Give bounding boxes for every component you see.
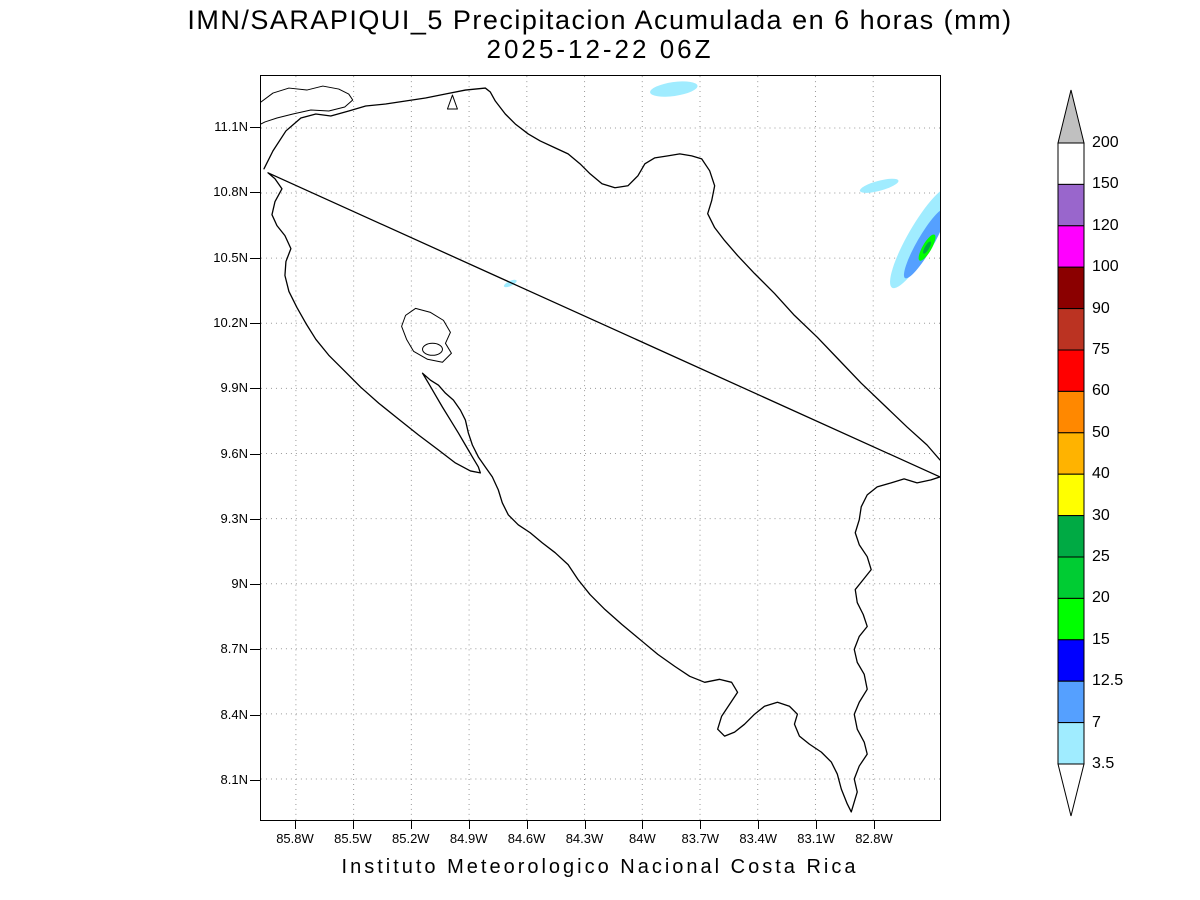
colorbar-segment — [1057, 473, 1085, 517]
lon-tick-label: 85.2W — [392, 831, 430, 846]
lon-tick-mark — [468, 821, 470, 829]
colorbar-segment — [1057, 183, 1085, 227]
colorbar-tick-label: 200 — [1092, 134, 1119, 151]
lat-tick-label: 11.1N — [214, 119, 248, 134]
lat-tick-mark — [250, 780, 260, 781]
colorbar-tick-label: 40 — [1092, 465, 1110, 483]
colorbar-segment — [1057, 639, 1085, 682]
colorbar-tick-label: 50 — [1092, 423, 1110, 441]
lon-tick-mark — [526, 821, 528, 829]
grid-layer — [261, 76, 940, 820]
costa-rica-outline — [263, 87, 941, 813]
lat-tick-label: 9N — [231, 576, 248, 592]
lat-tick-label: 10.5N — [213, 249, 248, 265]
colorbar-tick-label: 25 — [1092, 548, 1110, 565]
lon-tick-mark — [352, 821, 354, 829]
lat-tick-mark — [250, 518, 260, 520]
ometepe-island-icon — [446, 94, 458, 110]
colorbar-segment — [1057, 722, 1085, 765]
lon-tick-mark — [584, 821, 586, 829]
lat-tick-label: 9.3N — [220, 510, 248, 526]
lat-tick-mark — [250, 388, 260, 390]
lon-tick-mark — [700, 821, 702, 829]
colorbar-tick-label: 15 — [1092, 630, 1110, 648]
lat-tick-label: 10.2N — [213, 314, 248, 330]
colorbar-segment — [1057, 432, 1085, 475]
colorbar-tick-label: 90 — [1092, 299, 1110, 317]
colorbar-top-triangle — [1057, 89, 1085, 144]
nicaragua-lake-shore — [260, 85, 354, 125]
lon-tick-mark — [642, 821, 644, 829]
lon-tick-mark — [758, 821, 760, 829]
colorbar-tick-label: 100 — [1092, 258, 1119, 276]
lat-tick-mark — [250, 127, 260, 128]
lat-tick-label: 9.9N — [220, 380, 248, 396]
colorbar-segment — [1057, 225, 1085, 268]
colorbar — [1057, 89, 1085, 817]
caribbean-band-core — [923, 241, 932, 254]
geography-layer — [260, 85, 941, 813]
lon-tick-mark — [816, 821, 818, 829]
page-title: IMN/SARAPIQUI_5 Precipitacion Acumulada … — [187, 5, 1013, 35]
lat-tick-mark — [250, 192, 260, 194]
lon-tick-label: 85.5W — [334, 831, 372, 846]
caribbean-streak-light-upper — [859, 178, 899, 193]
lon-tick-mark — [874, 821, 875, 829]
colorbar-segment — [1057, 556, 1085, 599]
lon-tick-label: 83.4W — [739, 831, 777, 846]
lat-tick-mark — [250, 584, 260, 586]
lat-tick-mark — [250, 322, 260, 324]
lon-tick-mark — [410, 821, 412, 829]
lat-tick-label: 8.7N — [220, 641, 248, 657]
lon-tick-label: 83.7W — [681, 831, 720, 846]
lat-tick-label: 9.6N — [220, 445, 248, 461]
colorbar-tick-label: 150 — [1092, 175, 1119, 193]
colorbar-tick-label: 3.5 — [1092, 755, 1115, 772]
lon-tick-label: 84.3W — [565, 831, 604, 846]
colorbar-segment — [1057, 597, 1085, 641]
colorbar-segment — [1057, 142, 1085, 185]
light-rain-central — [503, 279, 517, 288]
page-subtitle-date: 2025-12-22 06Z — [486, 34, 714, 64]
colorbar-tick-label: 120 — [1092, 216, 1119, 234]
costa-rica-map — [260, 76, 953, 820]
lon-tick-label: 82.8W — [855, 831, 893, 846]
colorbar-tick-label: 12.5 — [1092, 672, 1124, 690]
colorbar-tick-label: 75 — [1092, 341, 1110, 358]
lon-tick-label: 84W — [629, 831, 656, 846]
colorbar-segment — [1057, 308, 1085, 351]
colorbar-segment — [1057, 515, 1085, 558]
colorbar-segment — [1057, 390, 1085, 434]
lon-tick-label: 84.9W — [449, 831, 488, 846]
colorbar-segment — [1057, 266, 1085, 310]
colorbar-segment — [1057, 349, 1085, 392]
lat-tick-label: 8.1N — [220, 772, 248, 787]
lat-tick-mark — [250, 453, 260, 455]
lat-tick-mark — [250, 649, 260, 651]
colorbar-tick-label: 7 — [1092, 713, 1101, 731]
precipitation-layer — [503, 81, 953, 289]
colorbar-tick-label: 30 — [1092, 506, 1110, 524]
inland-lake-outline — [401, 307, 452, 363]
lat-tick-label: 8.4N — [220, 706, 248, 722]
colorbar-tick-label: 60 — [1092, 382, 1110, 400]
lon-tick-label: 85.8W — [276, 831, 314, 846]
colorbar-segment — [1057, 680, 1085, 724]
colorbar-bottom-triangle — [1057, 763, 1085, 817]
map-frame — [260, 75, 953, 821]
caption: Instituto Meteorologico Nacional Costa R… — [341, 856, 859, 878]
lon-tick-label: 83.1W — [797, 831, 835, 846]
colorbar-tick-label: 20 — [1092, 589, 1110, 607]
inland-lake-inner — [422, 342, 443, 356]
lat-tick-mark — [250, 257, 260, 259]
lon-tick-label: 84.6W — [507, 831, 546, 846]
lat-tick-mark — [250, 714, 260, 716]
light-rain-north-border — [650, 81, 698, 97]
lon-tick-mark — [295, 821, 296, 829]
lat-tick-label: 10.8N — [213, 184, 248, 200]
